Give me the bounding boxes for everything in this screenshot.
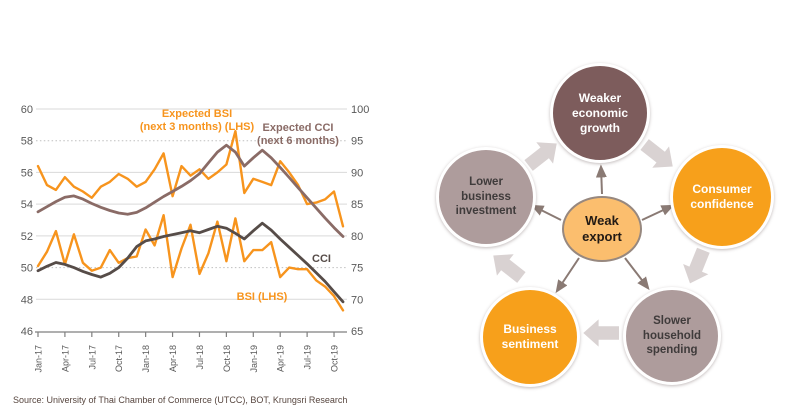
left-axis-tick-label: 56 [21,167,33,179]
cycle-arrow-bottomleft-to-left-icon [493,254,526,283]
diagram-node-slower-household-spending: Slower household spending [623,287,721,385]
diagram-node-label: Consumer confidence [690,182,754,211]
diagram-node-lower-business-investment: Lower business investment [436,147,536,247]
expected-cci-series-label-line2: (next 6 months) [257,135,339,147]
series-line-expected-cci-next-months [36,143,345,238]
cycle-arrow-bottomright-to-bottomleft-icon [583,319,619,347]
diagram-node-weak-export: Weak export [562,196,642,262]
left-axis-tick-label: 60 [21,104,33,116]
x-axis-tick-label: Apr-18 [168,345,178,372]
right-axis-tick-label: 100 [351,104,369,116]
diagram-node-weaker-economic-growth: Weaker economic growth [550,63,650,163]
left-axis-tick-label: 54 [21,199,33,211]
expected-cci-series-label-line1: Expected CCI [263,122,334,134]
cycle-arrows [493,139,710,347]
x-axis-tick-label: Jan-18 [141,345,151,373]
series-line-bsi-lhs [36,213,345,312]
cycle-arrow-top-to-right-icon [640,139,673,168]
diagram-node-label: Lower business investment [455,176,517,218]
x-axis-tick-label: Apr-17 [60,345,70,372]
x-axis-tick-label: Jan-17 [34,345,44,373]
right-axis-tick-label: 75 [351,263,363,275]
bsi-cci-line-chart: 60 58 56 54 52 50 48 46 100 95 90 85 80 75 70 65 Jan-17 A… [21,104,370,373]
bsi-series-label: BSI (LHS) [237,291,288,303]
right-axis-tick-label: 85 [351,199,363,211]
radial-arrow-to-lower-business-investment-icon [530,204,562,221]
diagram-node-label: Weaker economic growth [571,90,628,135]
right-axis-tick-label: 70 [351,294,363,306]
x-axis-tick-label: Jul-19 [303,345,313,370]
right-axis-tick-label: 65 [351,326,363,338]
x-axis-tick-label: Apr-19 [276,345,286,372]
cci-series-label: CCI [312,253,331,265]
x-axis-tick-label: Jul-17 [87,345,97,370]
diagram-node-label: Business sentiment [501,322,559,351]
x-axis-tick-label: Jul-18 [195,345,205,370]
source-note: Source: University of Thai Chamber of Co… [13,395,348,405]
radial-arrow-to-weaker-economic-growth-icon [595,164,607,195]
radial-arrow-to-business-sentiment-icon [555,257,580,294]
radial-arrow-to-consumer-confidence-icon [641,204,675,221]
right-axis-tick-label: 95 [351,136,363,148]
expected-bsi-series-label-line1: Expected BSI [162,108,232,120]
x-axis-tick-label: Oct-18 [222,345,232,372]
right-axis-tick-label: 80 [351,231,363,243]
cycle-arrow-left-to-top-icon [524,142,557,171]
left-axis-tick-label: 52 [21,231,33,243]
diagram-center-label: Weak export [582,213,622,244]
series-line-cci [36,221,345,304]
x-axis-tick-label: Jan-19 [249,345,259,373]
diagram-node-label: Slower household spending [642,315,702,357]
left-axis-tick-label: 50 [21,263,33,275]
cycle-arrow-right-to-bottomright-icon [683,247,710,284]
radial-arrow-to-slower-household-spending-icon [624,257,650,291]
left-axis-tick-label: 58 [21,136,33,148]
x-axis-tick-label: Oct-19 [330,345,340,372]
radial-arrows [530,164,675,294]
right-axis-tick-label: 90 [351,167,363,179]
diagram-node-consumer-confidence: Consumer confidence [670,145,774,249]
diagram-node-business-sentiment: Business sentiment [480,287,580,387]
x-axis-tick-label: Oct-17 [114,345,124,372]
expected-bsi-series-label-line2: (next 3 months) (LHS) [140,121,255,133]
left-axis-tick-label: 48 [21,294,33,306]
left-axis-tick-label: 46 [21,326,33,338]
series-line-expected-bsi-next-months-lhs [36,129,345,228]
